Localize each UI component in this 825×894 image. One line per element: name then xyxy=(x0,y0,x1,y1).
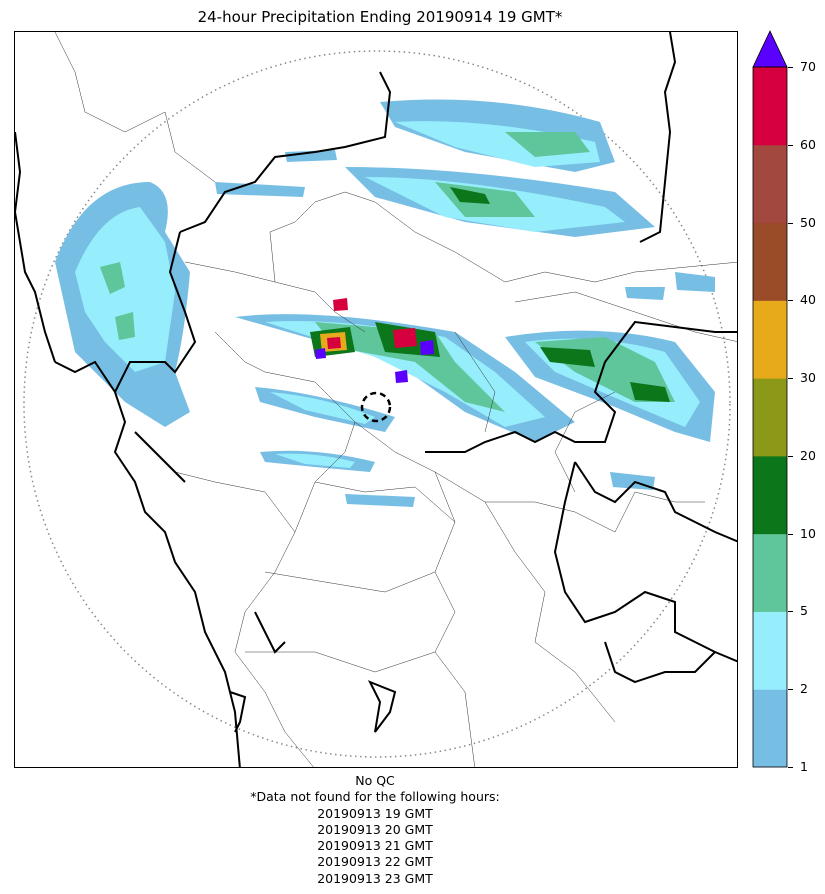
precip-band xyxy=(275,453,355,468)
colorbar-segment xyxy=(753,378,787,457)
colorbar-tick-label: 5 xyxy=(800,603,808,619)
colorbar-extend-arrow xyxy=(752,30,788,68)
missing-hour: 20190913 21 GMT xyxy=(317,838,433,854)
district-boundaries xyxy=(54,32,737,767)
colorbar-tick-mark xyxy=(788,689,793,691)
precip-colorbar xyxy=(752,30,788,768)
colorbar-tick-mark xyxy=(788,222,793,224)
range-ring xyxy=(23,50,731,758)
precip-band xyxy=(75,207,175,372)
precip-band xyxy=(285,150,337,162)
precip-band xyxy=(345,494,415,507)
precip-band xyxy=(315,322,505,412)
radar-site-marker xyxy=(360,391,392,423)
colorbar-segment xyxy=(753,144,787,224)
colorbar-segment xyxy=(753,67,787,146)
colorbar-tick-mark xyxy=(788,300,793,302)
colorbar-segment xyxy=(753,300,787,379)
precip-band xyxy=(675,272,715,292)
colorbar-tick-mark xyxy=(788,378,793,380)
colorbar-segment xyxy=(753,689,787,768)
precip-band xyxy=(395,370,408,383)
qc-status: No QC xyxy=(355,773,395,788)
colorbar-tick-mark xyxy=(788,767,793,768)
precip-band xyxy=(393,328,417,348)
map-canvas xyxy=(15,32,737,767)
colorbar-tick-label: 60 xyxy=(800,136,816,152)
precip-band xyxy=(625,287,665,300)
precip-band xyxy=(540,347,595,367)
precip-band xyxy=(420,340,434,355)
precip-layer xyxy=(55,99,715,507)
colorbar-segment xyxy=(753,222,787,301)
colorbar-tick-label: 2 xyxy=(800,681,808,697)
precip-band xyxy=(315,348,326,359)
colorbar-tick-label: 50 xyxy=(800,214,816,230)
footer-notes: No QC *Data not found for the following … xyxy=(0,773,750,887)
colorbar-tick-label: 30 xyxy=(800,370,816,386)
colorbar-tick-mark xyxy=(788,455,793,457)
precip-band xyxy=(115,312,135,340)
missing-data-note: *Data not found for the following hours: xyxy=(250,789,500,805)
colorbar-tick-label: 10 xyxy=(800,525,816,541)
colorbar-segment xyxy=(753,533,787,612)
colorbar-tick-mark xyxy=(788,67,793,68)
precip-band xyxy=(327,337,341,349)
colorbar-tick-mark xyxy=(788,611,793,613)
precipitation-map xyxy=(14,31,738,768)
colorbar-tick-label: 1 xyxy=(800,759,808,774)
precip-band xyxy=(630,382,670,402)
colorbar-tick-label: 40 xyxy=(800,292,816,308)
colorbar-outline xyxy=(752,66,788,768)
precip-band xyxy=(450,187,490,204)
colorbar-tick-mark xyxy=(788,144,793,146)
precip-band xyxy=(100,262,125,294)
precip-band xyxy=(215,182,305,197)
missing-hour: 20190913 20 GMT xyxy=(317,821,433,837)
colorbar-tick-mark xyxy=(788,533,793,535)
colorbar-tick-label: 70 xyxy=(800,59,816,74)
missing-hour: 20190913 22 GMT xyxy=(317,854,433,870)
precip-band xyxy=(505,132,590,157)
missing-hour: 20190913 19 GMT xyxy=(317,805,433,821)
colorbar-segment xyxy=(753,455,787,535)
missing-hour: 20190913 23 GMT xyxy=(317,870,433,886)
map-title: 24-hour Precipitation Ending 20190914 19… xyxy=(197,8,563,26)
precip-band xyxy=(333,298,348,311)
state-boundaries xyxy=(15,32,737,767)
colorbar-tick-label: 20 xyxy=(800,447,816,463)
colorbar-segment xyxy=(753,611,787,690)
